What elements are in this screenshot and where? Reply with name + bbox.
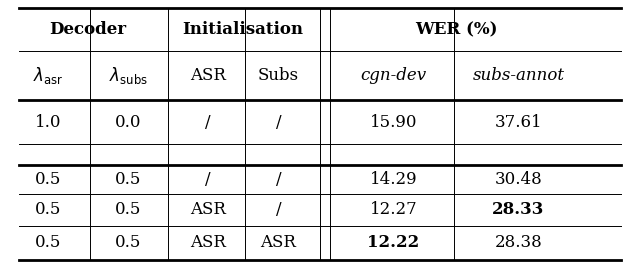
Text: Initialisation: Initialisation xyxy=(182,21,304,38)
Text: /: / xyxy=(205,114,211,131)
Text: subs-annot: subs-annot xyxy=(472,67,564,84)
Text: ASR: ASR xyxy=(260,234,296,251)
Text: ASR: ASR xyxy=(190,67,226,84)
Text: 37.61: 37.61 xyxy=(495,114,542,131)
Text: Subs: Subs xyxy=(258,67,299,84)
Text: ASR: ASR xyxy=(190,234,226,251)
Text: 1.0: 1.0 xyxy=(35,114,61,131)
Text: 12.22: 12.22 xyxy=(367,234,420,251)
Text: 0.5: 0.5 xyxy=(35,201,61,218)
Text: 0.5: 0.5 xyxy=(115,201,141,218)
Text: 28.38: 28.38 xyxy=(495,234,542,251)
Text: 0.5: 0.5 xyxy=(115,234,141,251)
Text: 15.90: 15.90 xyxy=(370,114,417,131)
Text: WER (%): WER (%) xyxy=(415,21,497,38)
Text: 12.27: 12.27 xyxy=(370,201,417,218)
Text: 28.33: 28.33 xyxy=(492,201,545,218)
Text: /: / xyxy=(276,201,281,218)
Text: ASR: ASR xyxy=(190,201,226,218)
Text: cgn-dev: cgn-dev xyxy=(360,67,427,84)
Text: 0.5: 0.5 xyxy=(115,171,141,188)
Text: Decoder: Decoder xyxy=(49,21,127,38)
Text: 0.5: 0.5 xyxy=(35,171,61,188)
Text: 14.29: 14.29 xyxy=(370,171,417,188)
Text: 30.48: 30.48 xyxy=(495,171,542,188)
Text: /: / xyxy=(276,114,281,131)
Text: /: / xyxy=(276,171,281,188)
Text: $\lambda_{\rm asr}$: $\lambda_{\rm asr}$ xyxy=(33,65,63,86)
Text: 0.0: 0.0 xyxy=(115,114,141,131)
Text: $\lambda_{\rm subs}$: $\lambda_{\rm subs}$ xyxy=(109,65,147,86)
Text: 0.5: 0.5 xyxy=(35,234,61,251)
Text: /: / xyxy=(205,171,211,188)
